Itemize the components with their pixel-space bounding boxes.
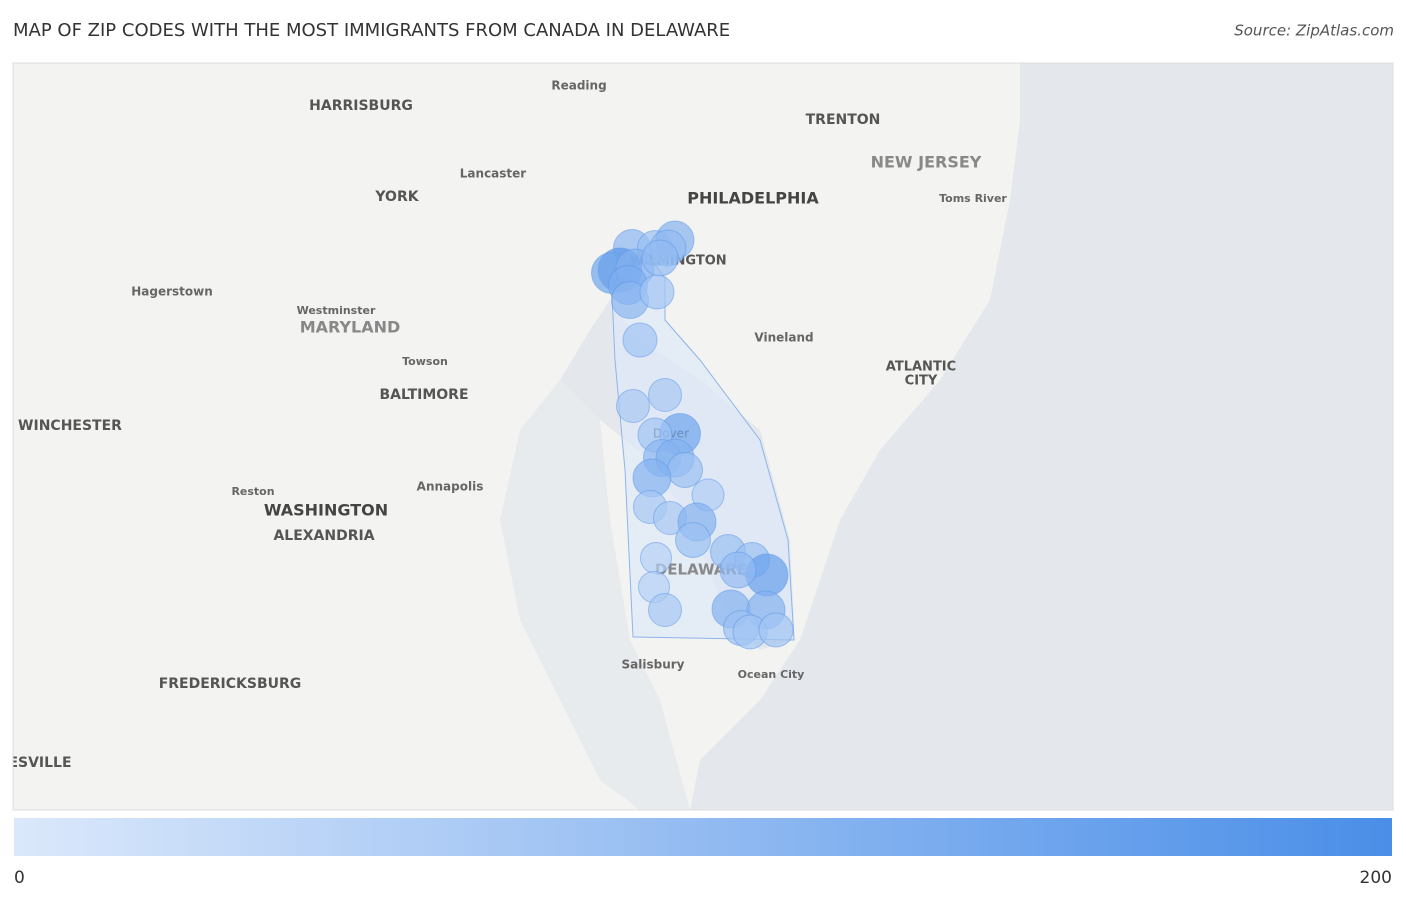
place-label: NEW JERSEY — [871, 153, 982, 172]
place-label: Towson — [402, 355, 448, 368]
legend-bar — [14, 818, 1392, 856]
zip-bubble — [758, 612, 794, 648]
place-label: Salisbury — [622, 658, 685, 672]
place-label: Reston — [231, 485, 274, 498]
zip-bubble — [719, 551, 757, 589]
zip-bubble — [675, 522, 711, 558]
place-label: ESVILLE — [8, 755, 71, 771]
zip-bubble — [641, 239, 679, 277]
place-label: Hagerstown — [131, 285, 213, 299]
place-label: Annapolis — [417, 480, 484, 494]
zip-bubble — [640, 542, 672, 574]
place-label: FREDERICKSBURG — [159, 676, 302, 692]
place-label: Toms River — [939, 192, 1007, 205]
place-label: WASHINGTON — [264, 501, 388, 520]
zip-bubble — [616, 389, 650, 423]
source: Source: ZipAtlas.com — [1234, 22, 1394, 40]
place-label: YORK — [374, 189, 419, 205]
zip-bubble — [622, 322, 658, 358]
place-label: MARYLAND — [300, 318, 401, 337]
chesapeake — [500, 380, 690, 810]
zip-bubble — [667, 452, 703, 488]
legend-min: 0 — [14, 868, 25, 888]
place-label: ATLANTIC — [886, 360, 956, 375]
place-label: HARRISBURG — [309, 98, 413, 114]
zip-bubble — [639, 274, 675, 310]
map-frame — [12, 62, 1394, 811]
place-label: WINCHESTER — [18, 418, 122, 434]
map: Reading HARRISBURG TRENTON NEW JERSEY Lancas… — [8, 63, 1393, 810]
zip-bubble — [648, 378, 682, 412]
place-label: Lancaster — [460, 167, 527, 181]
place-label: Vineland — [754, 331, 813, 345]
place-label: TRENTON — [806, 112, 881, 128]
place-label: Reading — [551, 79, 606, 93]
place-label: ALEXANDRIA — [273, 528, 374, 544]
place-label: Ocean City — [738, 668, 805, 681]
zip-bubble — [648, 593, 682, 627]
ocean — [690, 63, 1393, 810]
place-label: Westminster — [297, 304, 376, 317]
place-label: PHILADELPHIA — [687, 189, 819, 208]
place-label: CITY — [905, 374, 938, 389]
title: MAP OF ZIP CODES WITH THE MOST IMMIGRANT… — [13, 20, 730, 41]
place-label: BALTIMORE — [379, 387, 468, 403]
legend-max: 200 — [1360, 868, 1392, 888]
